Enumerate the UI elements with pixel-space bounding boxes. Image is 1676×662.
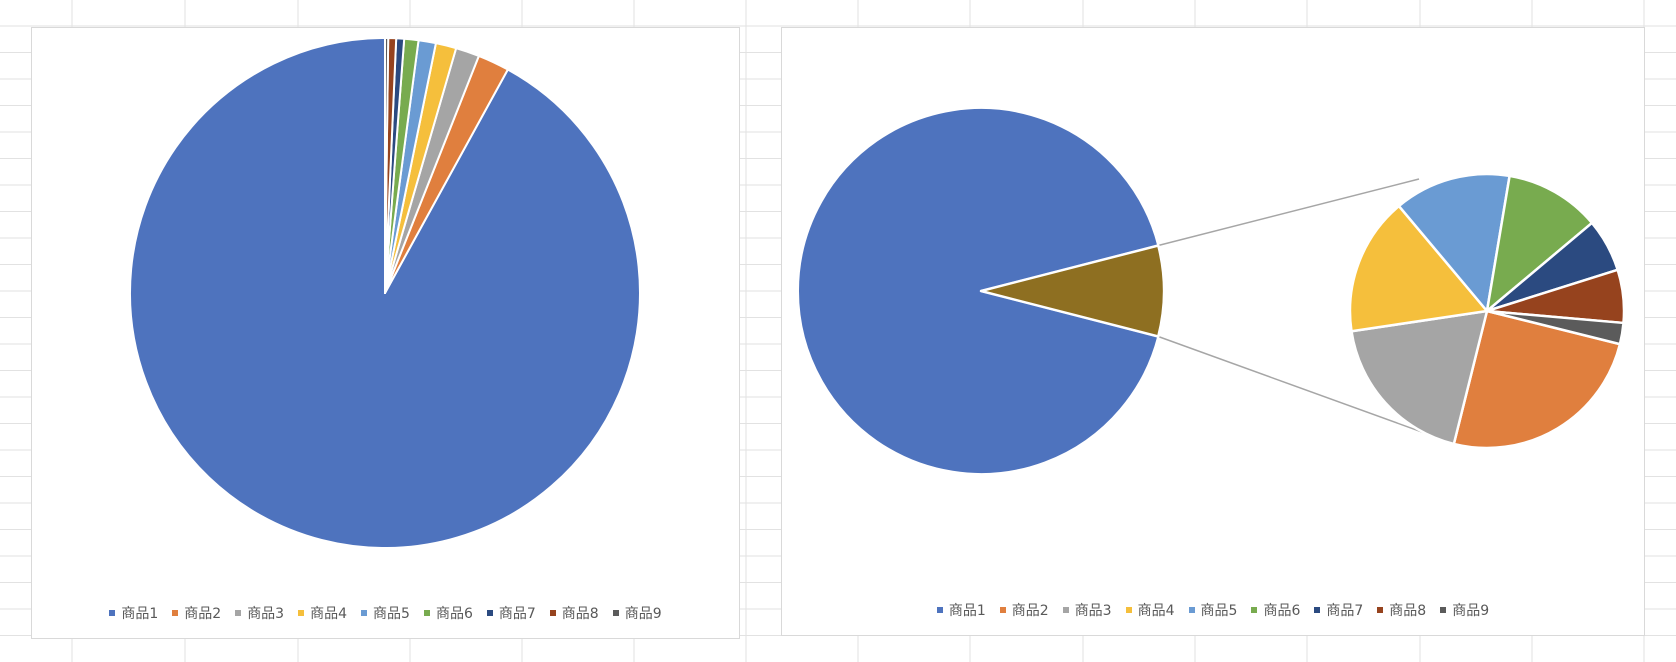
legend-item: 商品1 [936, 600, 986, 620]
secondary-pie-slice-5 [1397, 172, 1511, 313]
legend-item: 商品2 [999, 600, 1049, 620]
secondary-pie-slice-9 [1485, 309, 1625, 346]
legend-label: 商品1 [121, 606, 159, 622]
legend-swatch [109, 610, 116, 616]
main-pie-slice-1 [797, 107, 1160, 475]
legend-swatch [612, 610, 619, 616]
legend-label: 商品2 [184, 606, 222, 622]
legend-item: 商品9 [1440, 600, 1489, 620]
legend-label: 商品9 [624, 606, 662, 622]
legend-item: 商品8 [1377, 600, 1426, 620]
legend-item: 商品5 [1188, 600, 1238, 620]
legend-swatch [1125, 607, 1132, 613]
legend-swatch [486, 610, 493, 616]
main-pie-other-slice [979, 244, 1166, 338]
legend-item: 商品6 [423, 603, 473, 623]
secondary-pie-slice-6 [1485, 174, 1594, 313]
legend-label: 商品6 [435, 606, 473, 622]
legend-label: 商品6 [1263, 603, 1301, 619]
legend-item: 商品3 [235, 603, 284, 623]
legend-label: 商品7 [1326, 603, 1364, 619]
legend-item: 商品8 [549, 603, 599, 623]
legend-swatch [172, 610, 179, 616]
legend-swatch [1188, 607, 1195, 613]
legend-swatch [235, 610, 242, 616]
legend-item: 商品5 [361, 603, 410, 623]
legend-swatch [1377, 607, 1384, 613]
legend-item: 商品7 [1314, 600, 1363, 620]
legend-label: 商品3 [1074, 603, 1112, 619]
pie-chart-legend: 商品1 商品2 商品3 商品4 商品5 商品6 商品7 商品8 商品9 [32, 603, 739, 623]
legend-label: 商品7 [498, 606, 536, 622]
connector-line-top [1158, 178, 1420, 247]
legend-swatch [999, 607, 1006, 613]
legend-label: 商品9 [1452, 603, 1490, 619]
legend-swatch [1251, 607, 1258, 613]
legend-label: 商品8 [1389, 603, 1427, 619]
legend-label: 商品3 [247, 606, 285, 622]
pie-of-pie-chart [797, 107, 1626, 475]
legend-item: 商品2 [172, 603, 221, 623]
connector-line-bottom [1157, 335, 1456, 445]
legend-item: 商品6 [1251, 600, 1300, 620]
legend-swatch [1314, 607, 1321, 613]
secondary-pie-slice-2 [1452, 309, 1622, 450]
legend-swatch [361, 610, 368, 616]
legend-swatch [1062, 607, 1069, 613]
secondary-pie-slice-4 [1348, 204, 1489, 333]
legend-swatch [936, 607, 943, 613]
legend-item: 商品4 [1125, 600, 1175, 620]
legend-label: 商品8 [561, 606, 599, 622]
pie-of-pie-chart-panel[interactable]: 商品1 商品2 商品3 商品4 商品5 商品6 商品7 商品8 商品9 [781, 27, 1645, 636]
legend-label: 商品2 [1011, 603, 1049, 619]
pie-chart [129, 36, 641, 549]
legend-item: 商品4 [298, 603, 347, 623]
pie-slice-9 [384, 36, 390, 294]
legend-label: 商品4 [310, 606, 348, 622]
legend-label: 商品1 [948, 603, 986, 619]
legend-label: 商品4 [1137, 603, 1175, 619]
legend-swatch [298, 610, 305, 616]
legend-swatch [549, 610, 556, 616]
legend-swatch [423, 610, 430, 616]
legend-swatch [1440, 607, 1447, 613]
legend-label: 商品5 [1200, 603, 1238, 619]
legend-item: 商品7 [486, 603, 536, 623]
pie-chart-panel[interactable]: 商品1 商品2 商品3 商品4 商品5 商品6 商品7 商品8 商品9 [31, 27, 740, 639]
legend-item: 商品3 [1062, 600, 1112, 620]
legend-item: 商品1 [109, 603, 158, 623]
legend-item: 商品9 [612, 603, 662, 623]
secondary-pie-slice-3 [1350, 309, 1489, 446]
legend-label: 商品5 [373, 606, 410, 622]
pie-of-pie-chart-legend: 商品1 商品2 商品3 商品4 商品5 商品6 商品7 商品8 商品9 [782, 600, 1644, 620]
